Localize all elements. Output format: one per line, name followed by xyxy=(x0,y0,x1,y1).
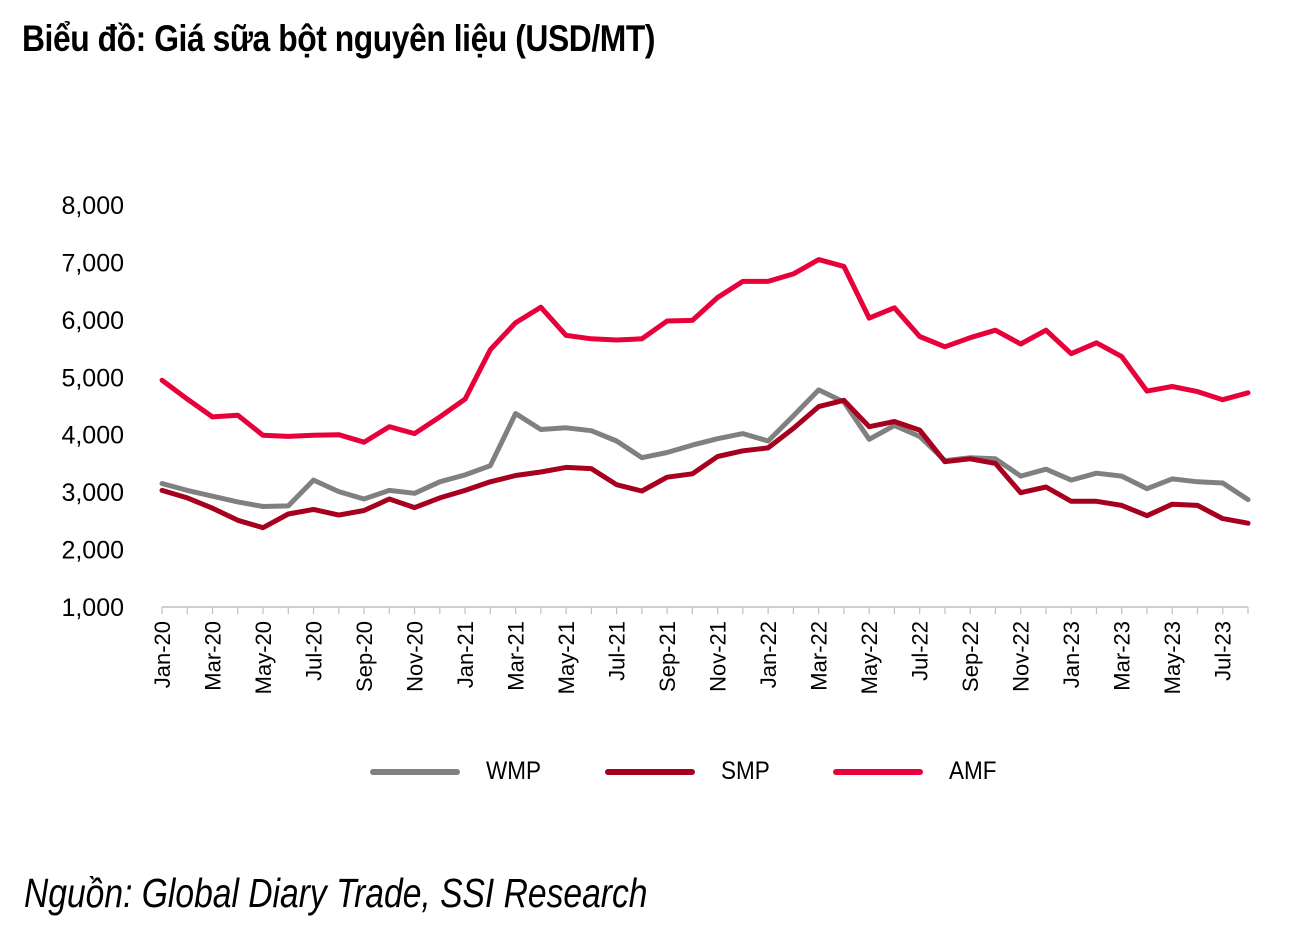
x-tick-label: Mar-22 xyxy=(807,621,832,691)
x-tick-label: Jul-21 xyxy=(605,621,630,681)
y-tick-label: 2,000 xyxy=(61,537,124,565)
y-tick-label: 7,000 xyxy=(61,249,124,277)
x-tick-label: Mar-20 xyxy=(201,621,226,691)
x-tick-label: May-20 xyxy=(251,621,276,694)
x-tick-label: Sep-21 xyxy=(655,621,680,692)
chart-series xyxy=(159,257,1251,531)
y-tick-label: 4,000 xyxy=(61,422,124,450)
legend-item-amf: AMF xyxy=(833,757,1002,786)
y-tick-label: 5,000 xyxy=(61,364,124,392)
y-tick-label: 6,000 xyxy=(61,307,124,335)
x-tick-label: Nov-22 xyxy=(1009,621,1034,692)
x-tick-label: Jan-22 xyxy=(756,621,781,688)
x-tick-label: Jul-20 xyxy=(302,621,327,681)
line-chart: 1,000 2,000 3,000 4,000 5,000 6,000 7,000 8,000… xyxy=(61,192,1251,694)
x-tick-label: Sep-22 xyxy=(958,621,983,692)
series-line-wmp xyxy=(159,387,1251,509)
source-note: Nguồn: Global Diary Trade, SSI Research xyxy=(24,870,648,916)
x-tick-label: May-23 xyxy=(1160,621,1185,694)
x-tick-label: Jan-20 xyxy=(150,621,175,688)
series-line-smp xyxy=(159,397,1251,531)
x-tick-label: Mar-23 xyxy=(1110,621,1135,691)
legend-swatch-amf xyxy=(833,768,924,775)
chart-title: Biểu đồ: Giá sữa bột nguyên liệu (USD/MT… xyxy=(22,18,655,59)
legend-label-wmp: WMP xyxy=(486,757,541,785)
x-tick-label: Jul-22 xyxy=(908,621,933,681)
legend-swatch-wmp xyxy=(370,768,460,775)
x-tick-label: Sep-20 xyxy=(352,621,377,692)
x-tick-label: Mar-21 xyxy=(504,621,529,691)
legend-item-smp: SMP xyxy=(605,757,775,786)
x-tick-label: May-21 xyxy=(554,621,579,694)
chart-axes: 1,000 2,000 3,000 4,000 5,000 6,000 7,000 8,000… xyxy=(61,192,1249,694)
chart-legend: WMP SMP AMF xyxy=(370,757,1060,786)
legend-label-amf: AMF xyxy=(949,757,997,785)
x-tick-label: Jan-21 xyxy=(453,621,478,688)
y-tick-label: 1,000 xyxy=(61,594,124,622)
legend-label-smp: SMP xyxy=(721,757,770,785)
y-tick-label: 3,000 xyxy=(61,479,124,507)
x-tick-label: Nov-20 xyxy=(403,621,428,692)
legend-item-wmp: WMP xyxy=(370,757,547,786)
y-tick-label: 8,000 xyxy=(61,192,124,220)
x-tick-label: Jan-23 xyxy=(1059,621,1084,688)
legend-swatch-smp xyxy=(605,768,696,775)
x-tick-label: Jul-23 xyxy=(1211,621,1236,681)
x-tick-label: May-22 xyxy=(857,621,882,694)
series-line-amf xyxy=(159,257,1251,445)
x-tick-label: Nov-21 xyxy=(706,621,731,692)
